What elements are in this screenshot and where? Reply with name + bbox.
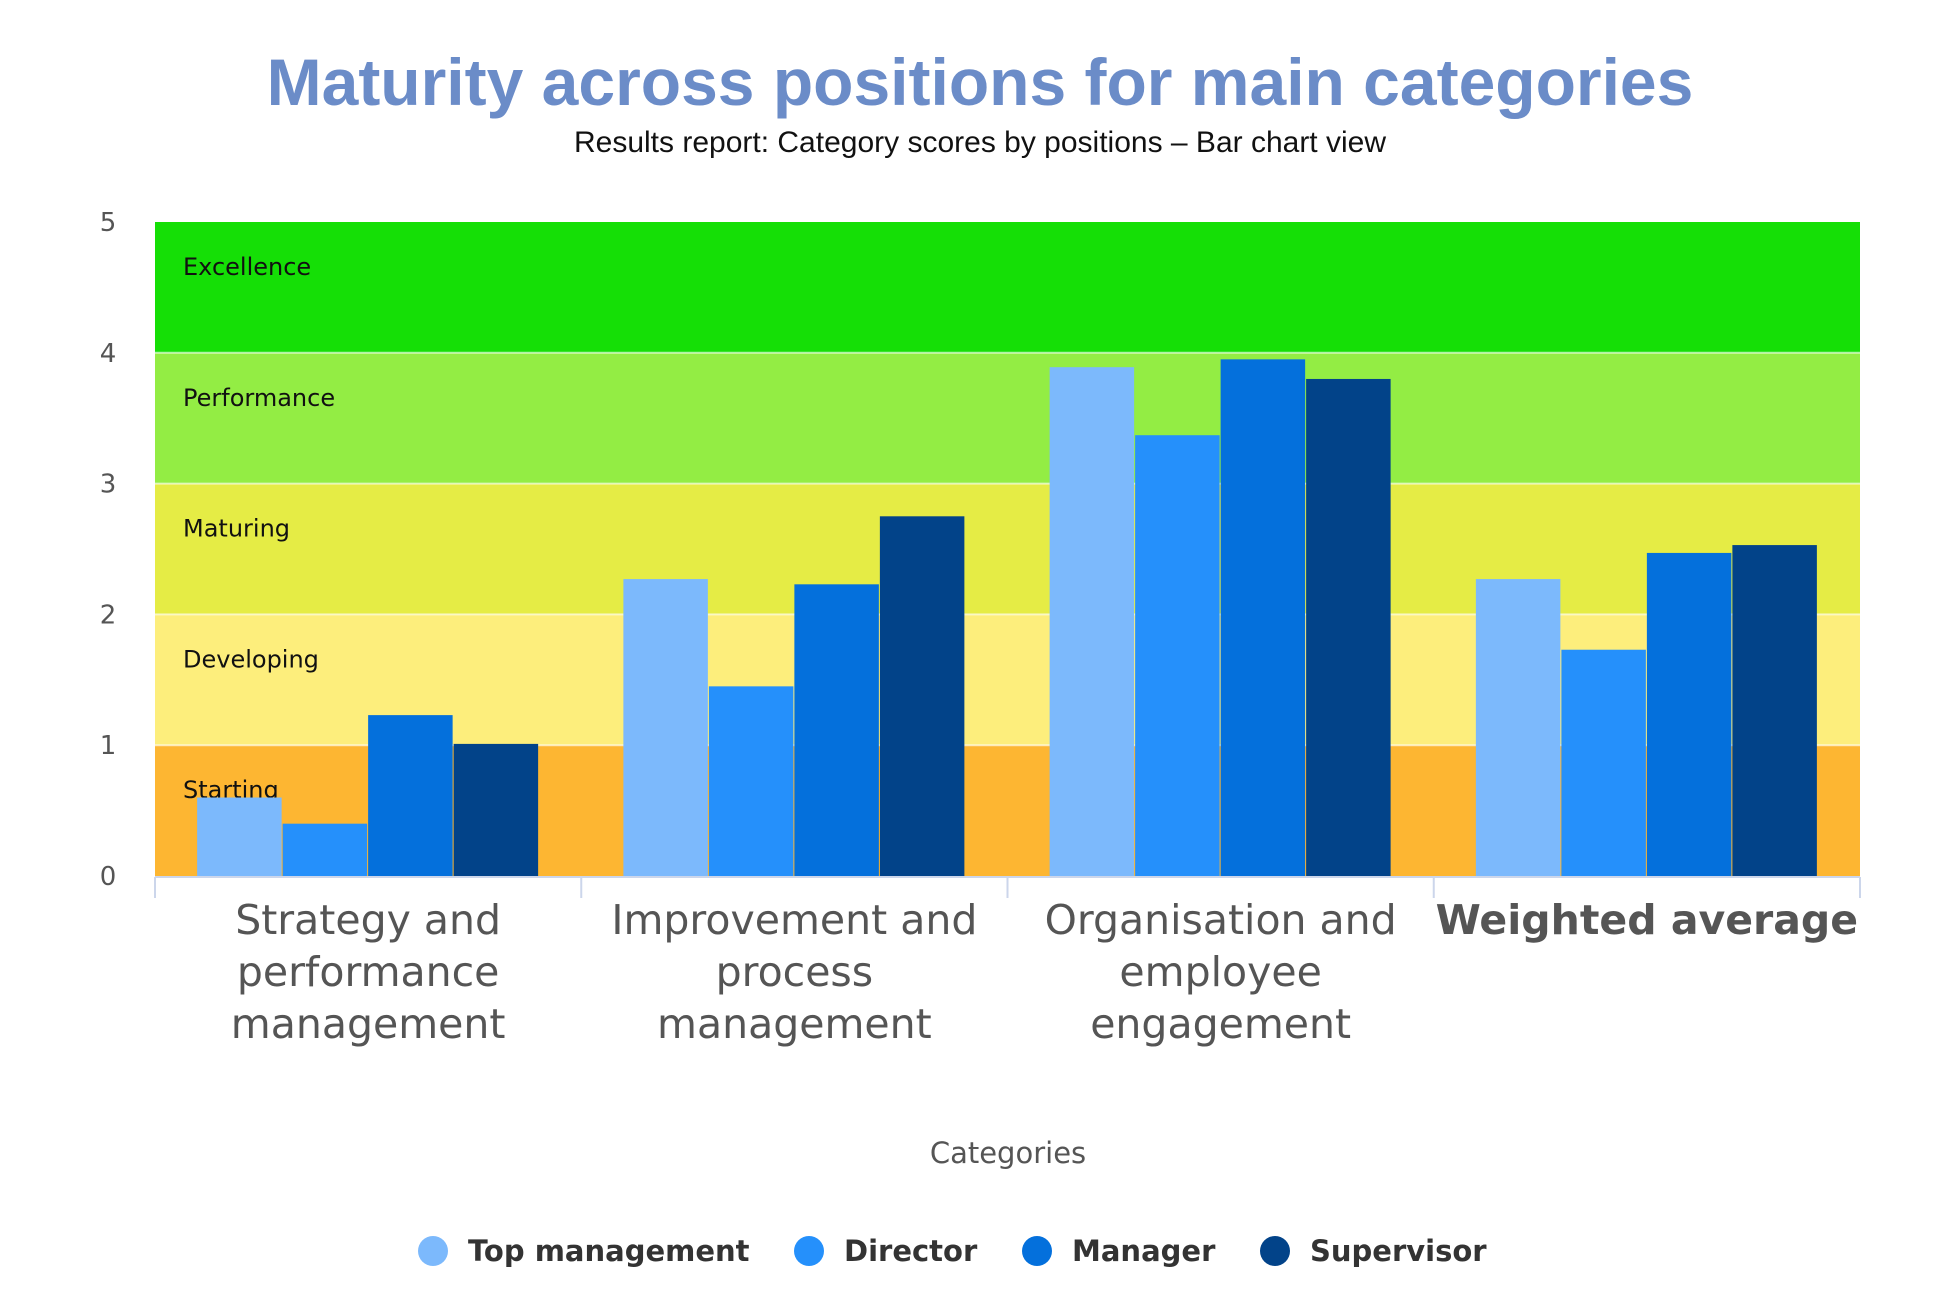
x-category-label: management [657,1000,932,1048]
legend: Top management Director Manager Supervisor [0,1226,1949,1276]
bar-supervisor[interactable] [1306,378,1391,876]
band-maturing [155,483,1860,615]
band-label: Maturing [183,515,290,543]
bar-director[interactable] [282,823,368,876]
legend-label: Director [844,1234,978,1268]
bar-top-management[interactable] [1049,367,1135,876]
bar-director[interactable] [708,686,794,876]
band-label: Developing [183,645,319,673]
bar-supervisor[interactable] [1732,545,1817,876]
chart-subtitle: Results report: Category scores by posit… [573,126,1386,159]
bar-supervisor[interactable] [453,743,539,876]
x-category-label: performance [237,948,500,996]
legend-item-top-management[interactable]: Top management [418,1226,750,1276]
bar-manager[interactable] [368,715,453,876]
x-category-label: Improvement and [611,896,977,944]
bar-manager[interactable] [794,584,879,876]
chart-title: Maturity across positions for main categ… [266,45,1694,119]
y-tick-label: 0 [100,862,117,892]
bar-manager[interactable] [1646,552,1732,876]
legend-marker-icon [794,1236,824,1266]
y-tick-label: 5 [100,208,117,238]
bar-manager[interactable] [1220,359,1306,877]
x-category-labels: Strategy andperformancemanagementImprove… [231,896,1858,1048]
y-tick-label: 3 [100,470,117,500]
legend-label: Top management [468,1234,750,1268]
bars [197,359,1817,877]
y-tick-label: 1 [100,731,117,761]
y-tick-label: 4 [100,339,117,369]
x-category-label: management [231,1000,506,1048]
x-category-label: employee [1119,948,1321,996]
y-tick-label: 2 [100,600,117,630]
y-tick-labels: 0 1 2 3 4 5 [100,208,117,892]
x-category-label: Organisation and [1045,896,1397,944]
x-axis-title: Categories [929,1136,1087,1170]
bar-director[interactable] [1135,435,1220,876]
band-label: Excellence [183,253,311,281]
band-performance [155,352,1860,484]
x-category-label: Weighted average [1436,896,1858,944]
legend-item-manager[interactable]: Manager [1022,1226,1215,1276]
legend-marker-icon [1022,1236,1052,1266]
bar-top-management[interactable] [197,797,282,876]
legend-item-director[interactable]: Director [794,1226,977,1276]
band-excellence [155,222,1860,353]
legend-label: Manager [1072,1234,1216,1268]
bar-top-management[interactable] [623,579,708,876]
x-category-label: process [716,948,874,996]
legend-marker-icon [1260,1236,1290,1266]
bar-director[interactable] [1561,649,1646,876]
x-category-label: Strategy and [235,896,501,944]
x-category-label: engagement [1090,1000,1351,1048]
bar-top-management[interactable] [1475,579,1561,876]
band-label: Performance [183,384,335,412]
legend-marker-icon [418,1236,448,1266]
legend-item-supervisor[interactable]: Supervisor [1260,1226,1487,1276]
legend-label: Supervisor [1310,1234,1487,1268]
axes [154,876,1861,898]
bar-supervisor[interactable] [879,516,965,876]
